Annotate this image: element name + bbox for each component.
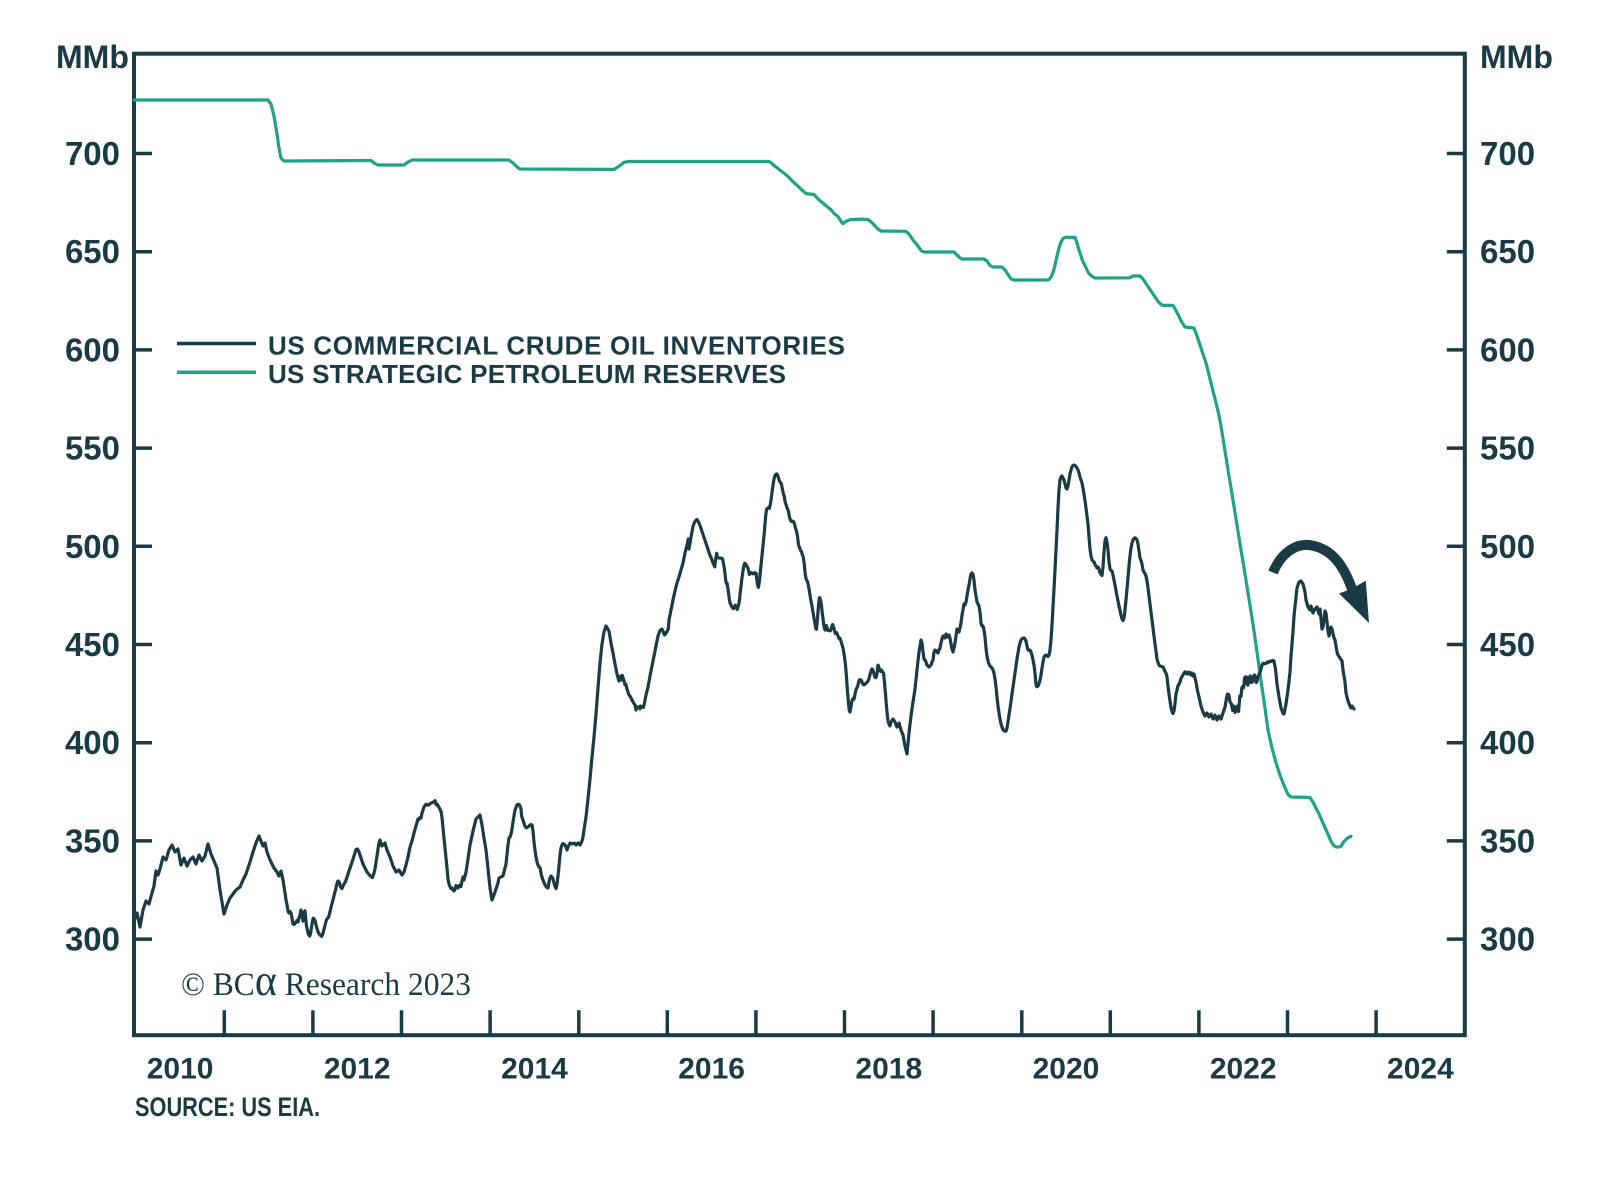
svg-text:400: 400 <box>1480 724 1535 761</box>
svg-text:700: 700 <box>65 135 120 172</box>
svg-text:2014: 2014 <box>501 1053 568 1086</box>
svg-text:SOURCE: US EIA.: SOURCE: US EIA. <box>135 1092 320 1122</box>
svg-text:2018: 2018 <box>855 1053 922 1086</box>
svg-text:US COMMERCIAL CRUDE OIL INVENT: US COMMERCIAL CRUDE OIL INVENTORIES <box>268 331 845 361</box>
svg-text:650: 650 <box>1480 233 1535 270</box>
svg-text:400: 400 <box>65 724 120 761</box>
svg-text:600: 600 <box>1480 331 1535 368</box>
svg-text:MMb: MMb <box>56 39 129 75</box>
svg-text:700: 700 <box>1480 135 1535 172</box>
svg-text:US STRATEGIC PETROLEUM RESERVE: US STRATEGIC PETROLEUM RESERVES <box>268 359 786 389</box>
svg-text:550: 550 <box>65 430 120 467</box>
svg-text:300: 300 <box>65 921 120 958</box>
svg-text:600: 600 <box>65 331 120 368</box>
svg-text:300: 300 <box>1480 921 1535 958</box>
svg-text:2020: 2020 <box>1033 1053 1100 1086</box>
svg-text:350: 350 <box>65 822 120 859</box>
svg-text:2022: 2022 <box>1210 1053 1277 1086</box>
svg-text:500: 500 <box>1480 528 1535 565</box>
svg-text:350: 350 <box>1480 822 1535 859</box>
svg-text:2024: 2024 <box>1387 1053 1454 1086</box>
svg-text:450: 450 <box>65 626 120 663</box>
svg-text:650: 650 <box>65 233 120 270</box>
svg-text:2012: 2012 <box>324 1053 391 1086</box>
svg-text:2016: 2016 <box>678 1053 745 1086</box>
svg-text:MMb: MMb <box>1480 39 1553 75</box>
svg-text:500: 500 <box>65 528 120 565</box>
svg-text:550: 550 <box>1480 430 1535 467</box>
svg-text:2010: 2010 <box>147 1053 214 1086</box>
svg-text:450: 450 <box>1480 626 1535 663</box>
